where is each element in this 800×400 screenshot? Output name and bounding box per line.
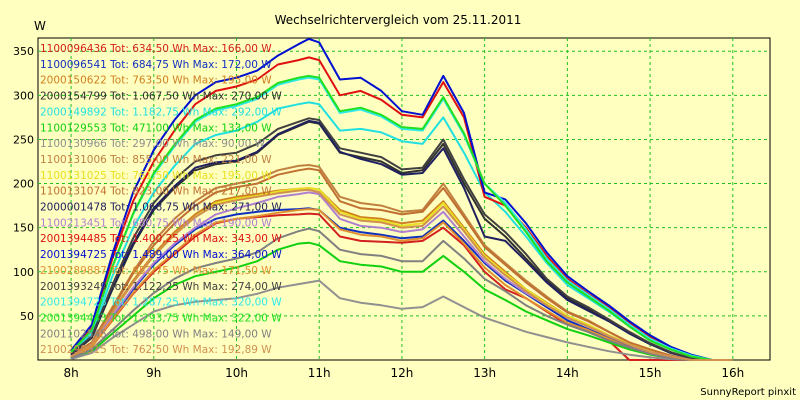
x-tick-label: 15h [639,366,662,380]
legend-entry: 1100096541 Tot: 684,75 Wh Max: 172,00 W [40,59,272,71]
legend-entry: 2001394485 Tot: 1.400,25 Wh Max: 343,00 … [40,233,282,245]
series-line [70,167,733,361]
series-line [70,241,733,361]
legend-entry: 1100131074 Tot: 823,00 Wh Max: 217,00 W [40,186,272,198]
x-tick-label: 12h [390,366,413,380]
x-tick-label: 16h [721,366,744,380]
legend: 1100096436 Tot: 634,50 Wh Max: 166,00 W 1… [40,43,282,356]
legend-entry: 2000154799 Tot: 1.067,50 Wh Max: 270,00 … [40,91,282,103]
x-tick-label: 14h [556,366,579,380]
x-tick-label: 11h [308,366,331,380]
legend-entry: 1100130966 Tot: 297,00 Wh Max: 90,00 W [40,138,266,150]
plot-area: 50 100 150 200 250 300 350 8h 9h 10h 11h 12h 13h 14h 1… [13,37,771,380]
y-tick-label: 150 [13,222,34,235]
legend-entry: 2001102545 Tot: 498,00 Wh Max: 149,00 W [40,328,272,340]
chart-title: Wechselrichtervergleich vom 25.11.2011 [275,13,522,27]
legend-entry: 1100131006 Tot: 855,00 Wh Max: 221,00 W [40,154,272,166]
series-line [70,56,733,361]
y-tick-label: 200 [13,178,34,191]
series-line [70,117,733,361]
plot-frame [37,37,771,361]
legend-entry: 1100129553 Tot: 471,00 Wh Max: 133,00 W [40,122,272,134]
legend-entry: 2000150622 Tot: 763,50 Wh Max: 195,00 W [40,75,272,87]
series-line [70,119,733,361]
series-line [70,188,733,361]
x-tick-label: 9h [146,366,161,380]
legend-entry: 1100096436 Tot: 634,50 Wh Max: 166,00 W [40,43,272,55]
series-line [70,227,733,361]
y-tick-label: 100 [13,266,34,279]
legend-entry: 2001393249 Tot: 1.122,25 Wh Max: 274,00 … [40,281,282,293]
legend-entry: 2100289887 Tot: 652,75 Wh Max: 171,50 W [40,265,272,277]
y-axis-label: W [34,19,46,33]
series-line [70,37,733,361]
series-line [70,279,733,361]
x-tick-label: 10h [225,366,248,380]
legend-entry: 2000149892 Tot: 1.182,75 Wh Max: 292,00 … [40,106,282,118]
x-tick-label: 13h [473,366,496,380]
legend-entry: 2001394723 Tot: 1.287,25 Wh Max: 320,00 … [40,297,282,309]
series-line [70,212,733,361]
legend-entry: 1100213451 Tot: 680,75 Wh Max: 190,00 W [40,217,272,229]
legend-entry: 2001394725 Tot: 1.489,00 Wh Max: 364,00 … [40,249,282,261]
y-tick-label: 250 [13,133,34,146]
legend-entry: 2001394443 Tot: 1.293,75 Wh Max: 322,00 … [40,312,282,324]
y-tick-label: 300 [13,89,34,102]
series-line [70,74,733,361]
footer-credit: SunnyReport pinxit [700,387,796,398]
legend-entry: 1100131025 Tot: 761,50 Wh Max: 195,00 W [40,170,272,182]
series-line [70,76,733,361]
y-tick-label: 350 [13,45,34,58]
y-tick-label: 50 [20,310,34,323]
x-tick-label: 8h [63,366,78,380]
legend-entry: 2000001478 Tot: 1.068,75 Wh Max: 271,00 … [40,202,282,214]
legend-entry: 2100290315 Tot: 762,50 Wh Max: 192,89 W [40,344,272,356]
